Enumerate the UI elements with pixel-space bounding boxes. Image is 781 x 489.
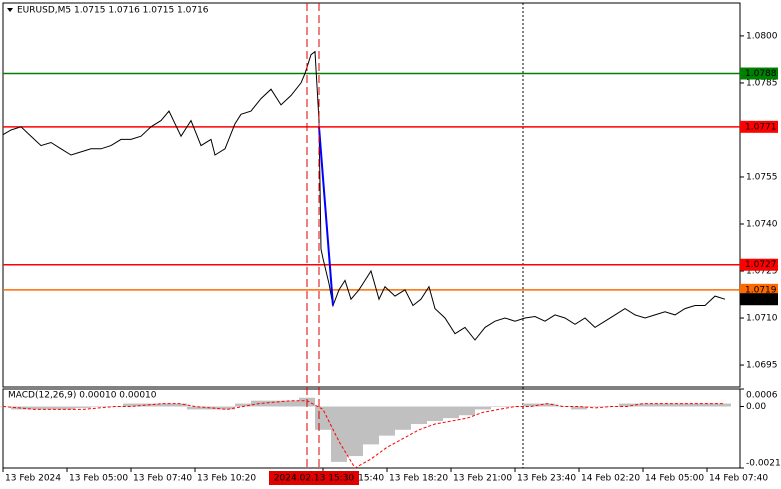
- macd-bar: [235, 403, 251, 407]
- macd-bar: [459, 406, 475, 416]
- macd-bar: [523, 403, 539, 407]
- x-tick-label: 14 Feb 05:00: [645, 474, 704, 484]
- macd-bar: [283, 400, 299, 407]
- trend-line: [318, 126, 334, 306]
- macd-bar: [651, 403, 667, 407]
- macd-title: MACD(12,26,9) 0.00010 0.00010: [8, 391, 157, 401]
- x-tick-label: 13 Feb 05:00: [69, 474, 128, 484]
- x-tick-label: 13 Feb 18:20: [389, 474, 448, 484]
- macd-bar: [59, 406, 75, 410]
- x-tick-label: 13 Feb 07:40: [133, 474, 192, 484]
- price-level-label: 1.0727: [745, 260, 777, 270]
- macd-bar: [347, 406, 363, 457]
- macd-bar: [427, 406, 443, 422]
- macd-bar: [491, 406, 507, 407]
- price-level-box: [740, 258, 778, 271]
- macd-bar: [539, 403, 555, 407]
- macd-panel: [2, 388, 741, 469]
- macd-bar: [187, 406, 203, 410]
- macd-bar: [667, 403, 683, 407]
- macd-y-tick-label: 0.00: [746, 402, 766, 412]
- menu-arrow[interactable]: [7, 8, 13, 12]
- macd-bar: [395, 406, 411, 430]
- macd-bar: [75, 406, 91, 408]
- macd-bar: [219, 406, 235, 410]
- macd-bar: [203, 406, 219, 410]
- bid-box: [740, 293, 778, 306]
- price-line: [2, 50, 726, 341]
- macd-bar: [507, 406, 523, 407]
- price-level-label: 1.0788: [745, 69, 777, 79]
- macd-bar: [171, 403, 187, 407]
- x-tick-label: 14 Feb 07:40: [709, 474, 768, 484]
- macd-bar: [379, 406, 395, 436]
- macd-bar: [443, 406, 459, 419]
- y-tick-label: 1.0695: [746, 361, 778, 371]
- x-tick-label: 13 Feb 10:20: [197, 474, 256, 484]
- price-level-box: [740, 283, 778, 296]
- y-tick-label: 1.0725: [746, 267, 778, 277]
- macd-bar: [43, 406, 59, 410]
- macd-bar: [139, 403, 155, 407]
- macd-bar: [571, 406, 587, 410]
- crosshair-label: 2024.02.13 15:30: [274, 474, 355, 484]
- y-tick-label: 1.0800: [746, 31, 778, 41]
- crosshair-label-box: [269, 471, 359, 485]
- chart-title: EURUSD,M5 1.0715 1.0716 1.0715 1.0716: [17, 6, 209, 16]
- macd-bar: [411, 406, 427, 424]
- y-tick-label: 1.0755: [746, 172, 778, 182]
- macd-bar: [715, 403, 731, 407]
- price-level-box: [740, 120, 778, 133]
- bid-label: 1.0716: [745, 295, 777, 305]
- macd-bar: [619, 403, 635, 407]
- price-level-box: [740, 67, 778, 80]
- macd-y-tick-label: -0.00211: [746, 459, 781, 469]
- signal-line: [2, 400, 723, 469]
- macd-bar: [683, 403, 699, 407]
- macd-y-tick-label: 0.0006: [746, 391, 778, 401]
- macd-bar: [331, 406, 347, 462]
- x-tick-label: 13 Feb 21:00: [453, 474, 512, 484]
- y-tick-label: 1.0785: [746, 78, 778, 88]
- y-tick-label: 1.0710: [746, 314, 778, 324]
- macd-bar: [315, 406, 331, 430]
- price-level-label: 1.0771: [745, 122, 777, 132]
- macd-bar: [267, 400, 283, 407]
- macd-bar: [363, 406, 379, 445]
- macd-bar: [699, 403, 715, 407]
- macd-bar: [155, 403, 171, 407]
- macd-bar: [91, 406, 107, 407]
- y-tick-label: 1.0740: [746, 219, 778, 229]
- macd-bar: [27, 406, 43, 410]
- x-tick-label: 13 Feb 23:40: [517, 474, 576, 484]
- macd-bar: [475, 406, 491, 410]
- macd-bar: [587, 406, 603, 407]
- macd-bar: [123, 403, 139, 407]
- x-tick-label: 13 Feb 2024: [5, 474, 61, 484]
- price-level-label: 1.0719: [745, 285, 777, 295]
- main-panel: [2, 2, 741, 388]
- macd-bar: [635, 403, 651, 407]
- x-tick-label: 14 Feb 02:20: [581, 474, 640, 484]
